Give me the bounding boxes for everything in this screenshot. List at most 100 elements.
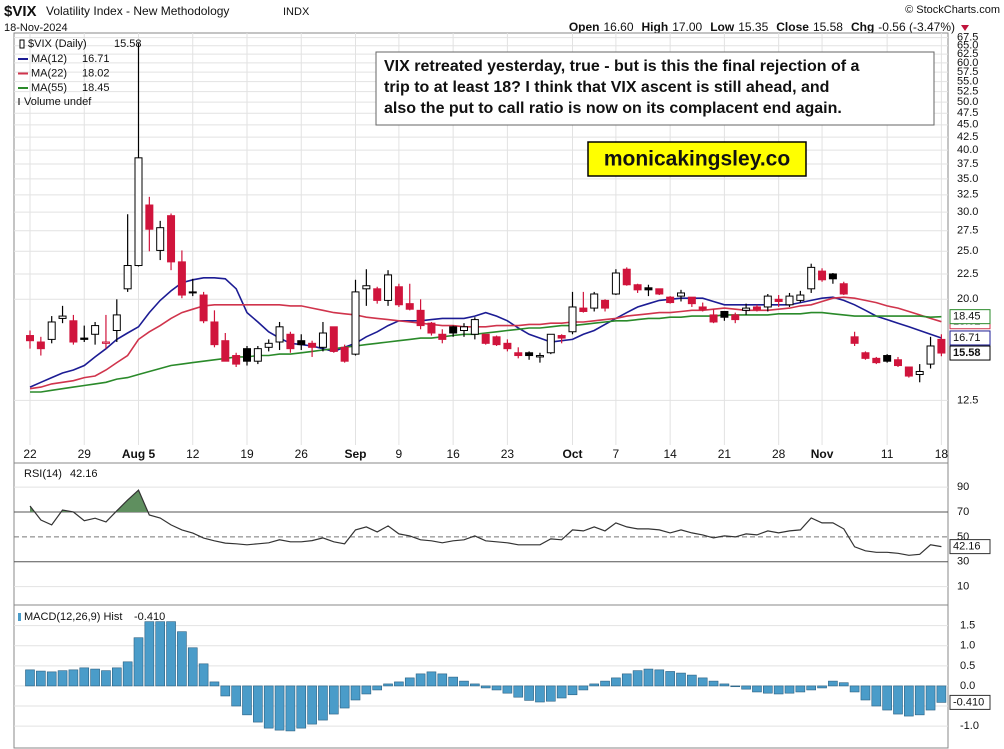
candle-body xyxy=(416,309,425,327)
candle-body xyxy=(460,326,468,332)
legend-value: 18.45 xyxy=(82,82,110,94)
quote-label: Open xyxy=(569,20,600,34)
x-tick-label: 26 xyxy=(295,447,309,461)
candle-body xyxy=(894,359,902,367)
candle-body xyxy=(340,346,349,362)
histogram-bar xyxy=(394,681,404,687)
histogram-bar xyxy=(730,685,741,688)
candle-body xyxy=(839,283,848,295)
legend-value: 42.16 xyxy=(70,468,98,480)
histogram-bar xyxy=(46,671,57,687)
histogram-bar xyxy=(849,685,860,693)
candle-body xyxy=(362,285,371,290)
x-tick-label: 29 xyxy=(78,447,92,461)
moving-average xyxy=(30,311,942,393)
histogram-bar xyxy=(328,685,339,715)
legend-text: MACD(12,26,9) Hist xyxy=(24,611,122,623)
value-tag xyxy=(949,330,991,346)
candle-body xyxy=(546,333,555,354)
histogram-bar xyxy=(133,637,144,687)
candle-body xyxy=(384,274,393,301)
histogram-bar xyxy=(643,668,654,687)
histogram-bar xyxy=(57,670,68,687)
legend-value: 18.02 xyxy=(82,67,110,79)
value-tag-text: 15.58 xyxy=(953,347,981,359)
candle-body xyxy=(26,335,34,342)
x-tick-label: 7 xyxy=(613,447,620,461)
histogram-bar xyxy=(676,672,686,687)
histogram-bar xyxy=(209,681,220,687)
legend-text: Volume undef xyxy=(24,96,92,108)
candle-body xyxy=(167,215,176,263)
histogram-bar xyxy=(36,670,46,687)
histogram-bar xyxy=(112,667,122,687)
histogram-bar xyxy=(524,685,534,701)
y-tick-label: 37.5 xyxy=(957,158,978,170)
y-tick-label: 50.0 xyxy=(957,96,978,108)
value-tag xyxy=(949,309,991,325)
x-tick-label: Oct xyxy=(562,447,582,461)
x-tick-label: 18 xyxy=(935,447,949,461)
y-tick-label: 10 xyxy=(957,581,969,593)
histogram-bar xyxy=(166,621,176,687)
candle-body xyxy=(828,273,837,280)
histogram-bar xyxy=(448,676,458,687)
candle-body xyxy=(232,355,241,365)
y-tick-label: 30.0 xyxy=(957,206,978,218)
legend-icon xyxy=(18,613,21,621)
x-tick-label: 11 xyxy=(881,447,894,461)
histogram-bar xyxy=(68,669,79,687)
y-tick-label: 32.5 xyxy=(957,189,978,201)
candle-body xyxy=(557,335,566,339)
y-tick-label: 57.5 xyxy=(957,66,978,78)
histogram-bar xyxy=(242,685,252,716)
rsi-line xyxy=(29,489,942,556)
quote-value: -0.56 (-3.47%) xyxy=(878,20,955,34)
candle-body xyxy=(438,333,447,340)
y-tick-label: 30 xyxy=(957,556,969,568)
x-tick-label: 14 xyxy=(663,447,677,461)
legend-text: MA(55) xyxy=(31,82,67,94)
legend-text: MA(22) xyxy=(31,67,67,79)
candle-body xyxy=(297,340,306,346)
quote-label: Chg xyxy=(851,20,874,34)
quote-value: 17.00 xyxy=(672,20,702,34)
histogram-bar xyxy=(296,685,307,729)
y-tick-label: 40.0 xyxy=(957,144,978,156)
y-tick-label: 60.0 xyxy=(957,57,978,69)
histogram-bar xyxy=(914,685,925,716)
candle-body xyxy=(601,299,610,309)
candle-body xyxy=(112,314,121,332)
candle-body xyxy=(698,306,707,310)
x-tick-label: 23 xyxy=(501,447,515,461)
candle-body xyxy=(427,322,436,334)
candle-body xyxy=(720,310,729,318)
candle-body xyxy=(373,288,382,301)
value-tag xyxy=(949,539,991,555)
quote-label: Low xyxy=(710,20,735,34)
y-tick-label: 1.5 xyxy=(960,620,975,632)
macd-panel xyxy=(13,604,949,749)
histogram-bar xyxy=(307,685,317,725)
candle-body xyxy=(188,291,197,294)
histogram-bar xyxy=(383,683,393,687)
candle-body xyxy=(568,306,577,333)
histogram-bar xyxy=(480,685,491,689)
histogram-bar xyxy=(274,685,285,731)
candle-body xyxy=(394,286,403,306)
histogram-bar xyxy=(513,685,524,698)
histogram-bar xyxy=(828,680,838,687)
candle-body xyxy=(286,333,295,350)
quote-label: Close xyxy=(776,20,809,34)
value-tag-text: 42.16 xyxy=(953,541,981,553)
histogram-bar xyxy=(177,631,187,687)
candle-body xyxy=(514,352,523,357)
histogram-bar xyxy=(459,680,469,687)
histogram-bar xyxy=(871,685,882,707)
candle-body xyxy=(243,348,251,362)
histogram-bar xyxy=(101,670,111,687)
histogram-bar xyxy=(339,685,350,709)
legend-icon xyxy=(19,39,25,49)
moving-average xyxy=(29,296,942,390)
instrument-name: Volatility Index - New Methodology xyxy=(46,4,229,18)
